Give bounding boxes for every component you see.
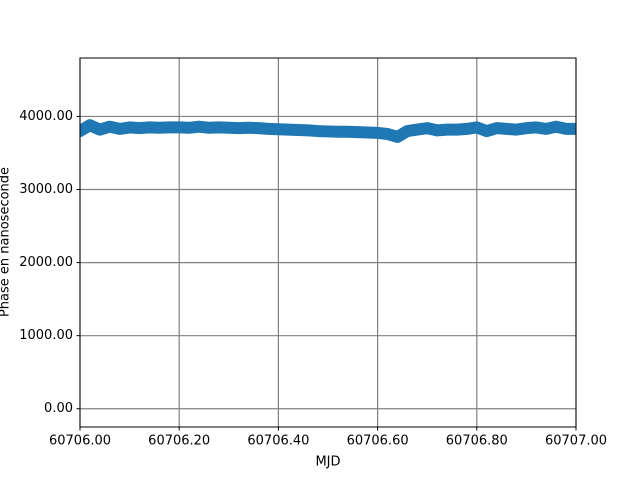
y-tick-label: 0.00: [44, 401, 73, 416]
data-line: [80, 119, 576, 143]
x-tick-label: 60706.00: [49, 434, 111, 449]
y-tick-label: 3000.00: [19, 182, 73, 197]
y-axis-label: Phase en nanoseconde: [0, 167, 13, 317]
y-tick-label: 4000.00: [19, 109, 73, 124]
x-axis-label: MJD: [315, 455, 340, 470]
plot-frame: [79, 57, 577, 428]
y-tick-label: 1000.00: [19, 328, 73, 343]
x-tick-label: 60706.60: [347, 434, 409, 449]
x-tick-label: 60706.40: [247, 434, 309, 449]
x-tick-label: 60706.80: [446, 434, 508, 449]
x-tick-label: 60706.20: [148, 434, 210, 449]
y-tick-label: 2000.00: [19, 255, 73, 270]
x-tick-label: 60707.00: [545, 434, 607, 449]
